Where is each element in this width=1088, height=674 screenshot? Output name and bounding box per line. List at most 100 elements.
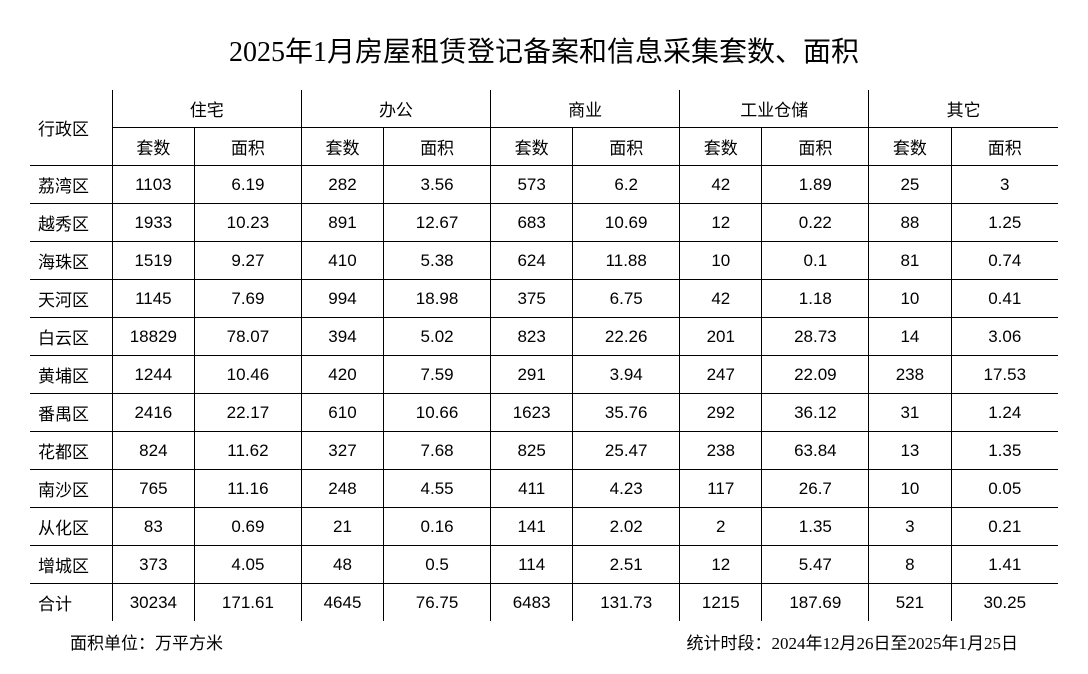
value-cell: 0.16 — [384, 508, 491, 546]
value-cell: 0.1 — [762, 242, 869, 280]
value-cell: 48 — [301, 546, 383, 584]
value-cell: 2.02 — [573, 508, 680, 546]
value-cell: 994 — [301, 280, 383, 318]
value-cell: 248 — [301, 470, 383, 508]
value-cell: 78.07 — [194, 318, 301, 356]
table-row: 海珠区15199.274105.3862411.88100.1810.74 — [30, 242, 1058, 280]
value-cell: 3 — [951, 166, 1058, 204]
sub-header-area: 面积 — [194, 128, 301, 166]
value-cell: 36.12 — [762, 394, 869, 432]
district-cell: 番禺区 — [30, 394, 112, 432]
value-cell: 5.02 — [384, 318, 491, 356]
sub-header-area: 面积 — [384, 128, 491, 166]
value-cell: 12 — [680, 546, 762, 584]
sub-header-count: 套数 — [680, 128, 762, 166]
header-group-1: 办公 — [301, 90, 490, 128]
table-row: 从化区830.69210.161412.0221.3530.21 — [30, 508, 1058, 546]
value-cell: 3 — [869, 508, 951, 546]
value-cell: 25.47 — [573, 432, 680, 470]
district-cell: 天河区 — [30, 280, 112, 318]
value-cell: 201 — [680, 318, 762, 356]
district-cell: 白云区 — [30, 318, 112, 356]
value-cell: 22.26 — [573, 318, 680, 356]
value-cell: 31 — [869, 394, 951, 432]
value-cell: 11.62 — [194, 432, 301, 470]
sub-header-count: 套数 — [301, 128, 383, 166]
value-cell: 624 — [491, 242, 573, 280]
value-cell: 0.21 — [951, 508, 1058, 546]
value-cell: 394 — [301, 318, 383, 356]
header-group-2: 商业 — [491, 90, 680, 128]
sub-header-count: 套数 — [869, 128, 951, 166]
value-cell: 22.17 — [194, 394, 301, 432]
value-cell: 610 — [301, 394, 383, 432]
value-cell: 420 — [301, 356, 383, 394]
value-cell: 1.24 — [951, 394, 1058, 432]
value-cell: 14 — [869, 318, 951, 356]
page-title: 2025年1月房屋租赁登记备案和信息采集套数、面积 — [30, 30, 1058, 70]
value-cell: 11.88 — [573, 242, 680, 280]
value-cell: 7.68 — [384, 432, 491, 470]
table-row: 越秀区193310.2389112.6768310.69120.22881.25 — [30, 204, 1058, 242]
value-cell: 171.61 — [194, 584, 301, 622]
value-cell: 17.53 — [951, 356, 1058, 394]
value-cell: 7.69 — [194, 280, 301, 318]
sub-header-area: 面积 — [762, 128, 869, 166]
value-cell: 0.22 — [762, 204, 869, 242]
value-cell: 6483 — [491, 584, 573, 622]
value-cell: 30234 — [112, 584, 194, 622]
value-cell: 6.2 — [573, 166, 680, 204]
table-row: 白云区1882978.073945.0282322.2620128.73143.… — [30, 318, 1058, 356]
header-group-4: 其它 — [869, 90, 1058, 128]
value-cell: 131.73 — [573, 584, 680, 622]
value-cell: 292 — [680, 394, 762, 432]
district-cell: 花都区 — [30, 432, 112, 470]
value-cell: 18.98 — [384, 280, 491, 318]
table-row: 天河区11457.6999418.983756.75421.18100.41 — [30, 280, 1058, 318]
table-footer: 面积单位：万平方米 统计时段：2024年12月26日至2025年1月25日 — [30, 629, 1058, 654]
value-cell: 1.18 — [762, 280, 869, 318]
value-cell: 1145 — [112, 280, 194, 318]
value-cell: 30.25 — [951, 584, 1058, 622]
value-cell: 3.06 — [951, 318, 1058, 356]
district-cell: 增城区 — [30, 546, 112, 584]
value-cell: 0.5 — [384, 546, 491, 584]
value-cell: 42 — [680, 166, 762, 204]
sub-header-count: 套数 — [491, 128, 573, 166]
district-cell: 南沙区 — [30, 470, 112, 508]
sub-header-count: 套数 — [112, 128, 194, 166]
value-cell: 327 — [301, 432, 383, 470]
value-cell: 42 — [680, 280, 762, 318]
value-cell: 3.94 — [573, 356, 680, 394]
value-cell: 375 — [491, 280, 573, 318]
value-cell: 4645 — [301, 584, 383, 622]
district-cell: 黄埔区 — [30, 356, 112, 394]
value-cell: 373 — [112, 546, 194, 584]
value-cell: 1103 — [112, 166, 194, 204]
value-cell: 22.09 — [762, 356, 869, 394]
value-cell: 10.46 — [194, 356, 301, 394]
sub-header-row: 套数面积套数面积套数面积套数面积套数面积 — [30, 128, 1058, 166]
value-cell: 8 — [869, 546, 951, 584]
header-district: 行政区 — [30, 90, 112, 166]
value-cell: 0.41 — [951, 280, 1058, 318]
header-group-0: 住宅 — [112, 90, 301, 128]
value-cell: 7.59 — [384, 356, 491, 394]
value-cell: 282 — [301, 166, 383, 204]
value-cell: 9.27 — [194, 242, 301, 280]
value-cell: 4.23 — [573, 470, 680, 508]
value-cell: 21 — [301, 508, 383, 546]
header-group-3: 工业仓储 — [680, 90, 869, 128]
value-cell: 824 — [112, 432, 194, 470]
value-cell: 4.05 — [194, 546, 301, 584]
value-cell: 891 — [301, 204, 383, 242]
value-cell: 26.7 — [762, 470, 869, 508]
table-row: 荔湾区11036.192823.565736.2421.89253 — [30, 166, 1058, 204]
value-cell: 11.16 — [194, 470, 301, 508]
value-cell: 825 — [491, 432, 573, 470]
district-cell: 荔湾区 — [30, 166, 112, 204]
value-cell: 573 — [491, 166, 573, 204]
value-cell: 114 — [491, 546, 573, 584]
value-cell: 76.75 — [384, 584, 491, 622]
value-cell: 247 — [680, 356, 762, 394]
